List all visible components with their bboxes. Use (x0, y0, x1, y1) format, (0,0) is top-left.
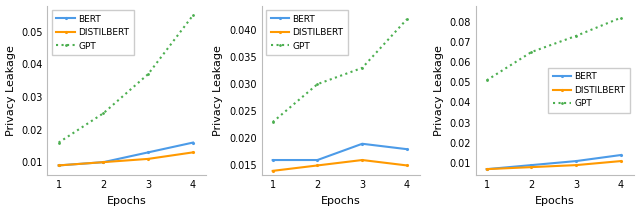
BERT (314, 159, 321, 161)
GPT (189, 14, 196, 17)
DISTILBERT (403, 164, 411, 167)
Line: DISTILBERT: DISTILBERT (57, 151, 195, 167)
X-axis label: Epochs: Epochs (107, 196, 147, 206)
GPT (483, 79, 490, 82)
GPT (100, 112, 108, 115)
Line: BERT: BERT (485, 153, 623, 171)
DISTILBERT (100, 161, 108, 163)
Line: GPT: GPT (271, 18, 408, 124)
Line: DISTILBERT: DISTILBERT (485, 159, 623, 171)
Y-axis label: Privacy Leakage: Privacy Leakage (213, 45, 223, 136)
BERT (527, 164, 535, 166)
DISTILBERT (358, 159, 366, 161)
GPT (269, 121, 276, 123)
BERT (189, 141, 196, 144)
BERT (269, 159, 276, 161)
Line: BERT: BERT (271, 142, 409, 162)
DISTILBERT (189, 151, 196, 154)
Y-axis label: Privacy Leakage: Privacy Leakage (434, 45, 444, 136)
X-axis label: Epochs: Epochs (321, 196, 361, 206)
DISTILBERT (572, 164, 580, 166)
BERT (572, 160, 580, 162)
GPT (145, 73, 152, 75)
BERT (403, 148, 411, 150)
Line: GPT: GPT (485, 16, 623, 82)
Line: DISTILBERT: DISTILBERT (271, 158, 409, 173)
DISTILBERT (617, 160, 625, 162)
BERT (358, 142, 366, 145)
Line: GPT: GPT (57, 14, 195, 144)
Legend: BERT, DISTILBERT, GPT: BERT, DISTILBERT, GPT (266, 10, 348, 55)
GPT (314, 83, 321, 85)
GPT (403, 18, 411, 20)
Legend: BERT, DISTILBERT, GPT: BERT, DISTILBERT, GPT (52, 10, 134, 55)
GPT (527, 51, 535, 53)
Line: BERT: BERT (57, 141, 195, 167)
BERT (617, 154, 625, 156)
GPT (358, 67, 366, 69)
Legend: BERT, DISTILBERT, GPT: BERT, DISTILBERT, GPT (548, 68, 630, 113)
BERT (483, 168, 490, 170)
DISTILBERT (527, 166, 535, 168)
GPT (617, 16, 625, 19)
DISTILBERT (145, 158, 152, 160)
DISTILBERT (314, 164, 321, 167)
BERT (100, 161, 108, 163)
X-axis label: Epochs: Epochs (535, 196, 575, 206)
DISTILBERT (55, 164, 63, 167)
BERT (55, 164, 63, 167)
GPT (572, 35, 580, 37)
GPT (55, 141, 63, 144)
Y-axis label: Privacy Leakage: Privacy Leakage (6, 45, 15, 136)
BERT (145, 151, 152, 154)
DISTILBERT (483, 168, 490, 170)
DISTILBERT (269, 170, 276, 172)
